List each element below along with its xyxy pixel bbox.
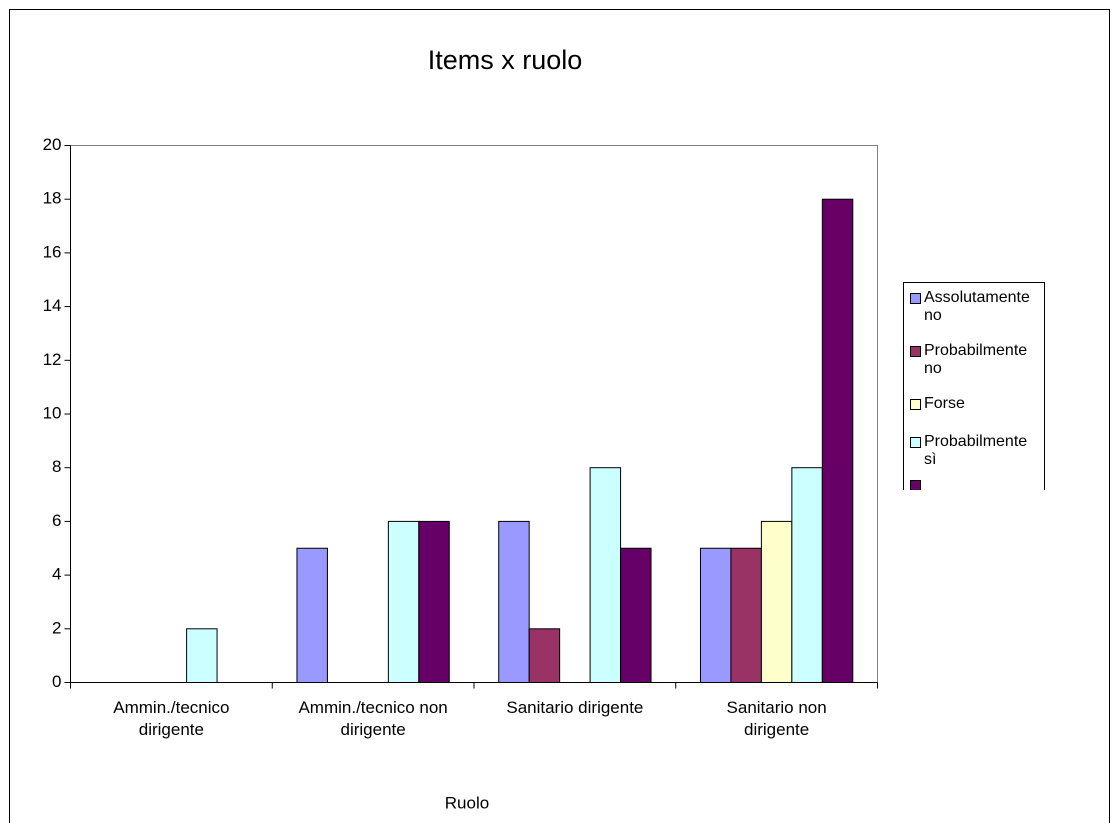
y-tick-label: 14 bbox=[43, 296, 62, 315]
x-tick-label: Sanitario dirigente bbox=[506, 698, 644, 717]
legend-item: Probabilmente no bbox=[910, 342, 1044, 378]
bar bbox=[730, 547, 762, 683]
y-tick-label: 20 bbox=[43, 135, 62, 154]
y-tick-label: 10 bbox=[43, 403, 62, 422]
bar bbox=[760, 520, 793, 684]
bar bbox=[589, 467, 622, 684]
x-tick-label: Sanitario non dirigente bbox=[726, 698, 827, 739]
legend-swatch bbox=[910, 399, 921, 410]
y-tick-label: 8 bbox=[52, 457, 61, 476]
bar bbox=[821, 198, 854, 683]
legend-item: Assolutamente no bbox=[910, 289, 1044, 325]
legend-swatch bbox=[910, 480, 921, 490]
bar bbox=[418, 520, 450, 684]
legend-label: Probabilmente sì bbox=[924, 433, 1028, 468]
legend-label: Assolutamente no bbox=[924, 289, 1030, 324]
bar bbox=[296, 547, 328, 683]
bar bbox=[528, 628, 561, 683]
y-tick-label: 12 bbox=[43, 350, 62, 369]
legend-swatch bbox=[910, 437, 921, 448]
y-tick-label: 18 bbox=[43, 189, 62, 208]
legend-swatch bbox=[910, 293, 921, 304]
legend-item: Probabilmente sì bbox=[910, 433, 1044, 469]
x-tick-label: Ammin./tecnico dirigente bbox=[113, 698, 230, 739]
legend-label: Probabilmente no bbox=[924, 342, 1028, 377]
bar bbox=[186, 628, 218, 683]
y-tick-label: 0 bbox=[52, 672, 61, 691]
y-tick-label: 6 bbox=[52, 511, 61, 530]
legend: Assolutamente no Probabilmente no Forse Pro… bbox=[903, 282, 1045, 490]
legend-label: Forse bbox=[924, 395, 965, 412]
legend-swatch bbox=[910, 346, 921, 357]
bar bbox=[699, 547, 732, 683]
y-tick-label: 2 bbox=[52, 618, 61, 637]
bar bbox=[498, 520, 530, 684]
bar bbox=[387, 520, 420, 684]
bar bbox=[620, 547, 652, 683]
y-tick-label: 16 bbox=[43, 242, 62, 261]
legend-item: Forse bbox=[910, 395, 1044, 413]
x-tick-label: Ammin./tecnico non dirigente bbox=[298, 698, 448, 739]
x-axis-label: Ruolo bbox=[445, 793, 489, 812]
bar bbox=[791, 467, 823, 684]
chart-title: Items x ruolo bbox=[428, 45, 583, 75]
y-tick-label: 4 bbox=[52, 565, 61, 584]
